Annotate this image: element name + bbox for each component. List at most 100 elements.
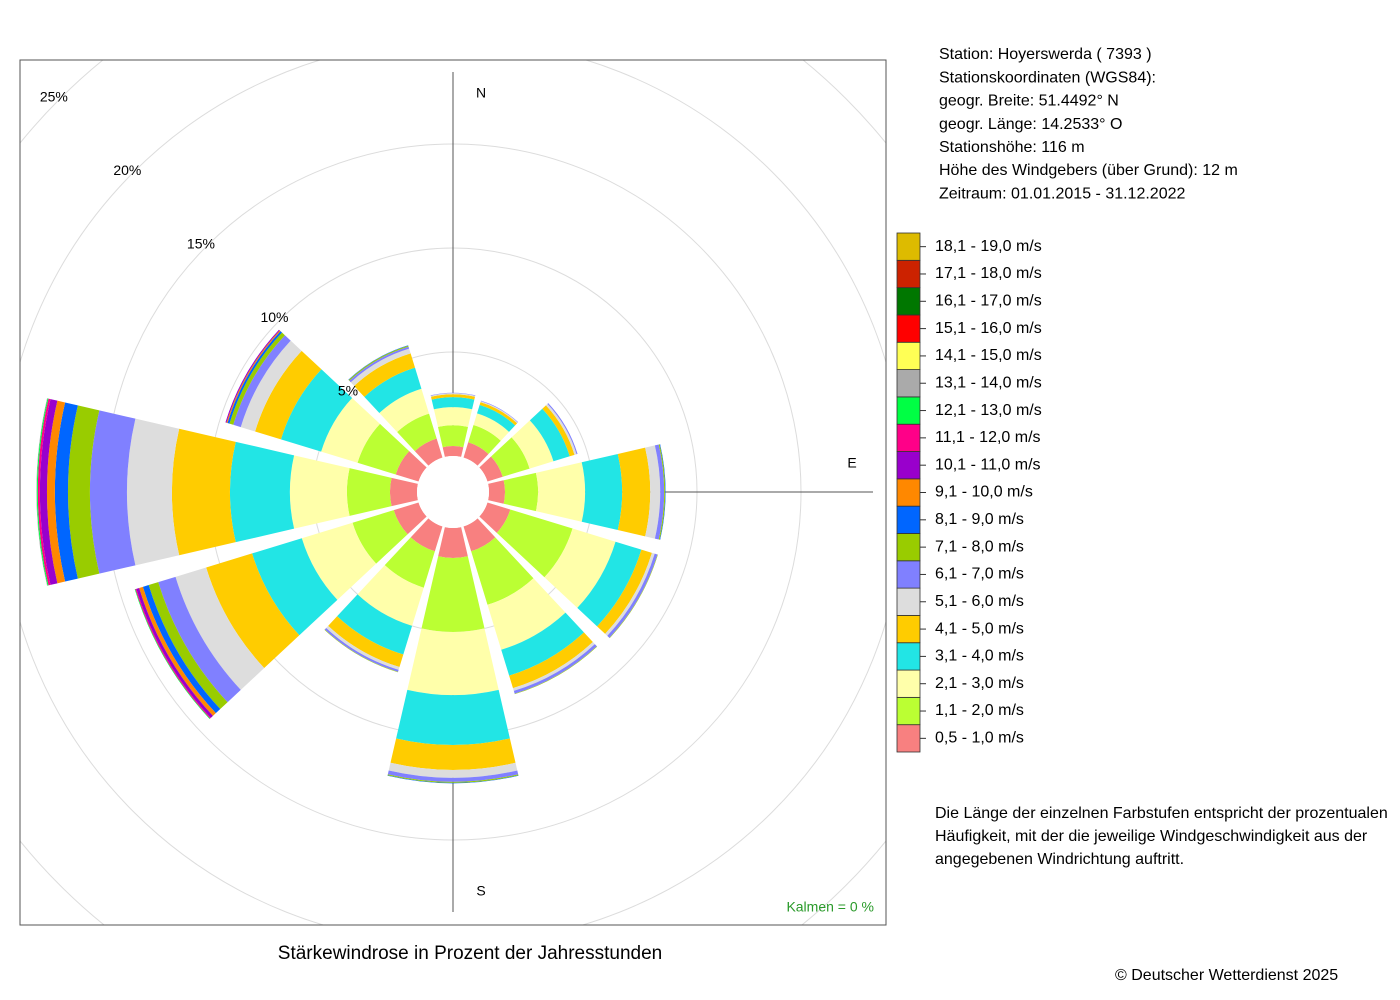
station-info: Höhe des Windgebers (über Grund): 12 m	[939, 162, 1238, 179]
calm-label: Kalmen = 0 %	[786, 899, 874, 915]
direction-label: E	[847, 455, 856, 471]
station-info: geogr. Länge: 14.2533° O	[939, 116, 1122, 133]
legend-swatch	[896, 696, 921, 726]
wind-segment	[607, 553, 658, 638]
wind-segment	[430, 393, 476, 397]
wind-segment	[387, 774, 519, 783]
legend: 0,5 - 1,0 m/s 1,1 - 2,0 m/s 2,1 - 3,0 m/s 3…	[896, 232, 1042, 753]
wind-segment	[479, 456, 503, 482]
wind-segment	[431, 394, 475, 400]
wind-segment	[233, 335, 291, 428]
wind-segment	[393, 502, 427, 535]
wind-segment	[350, 348, 411, 386]
wind-segment	[421, 556, 485, 632]
wind-segment	[230, 441, 295, 543]
legend-swatch	[896, 232, 921, 261]
wind-segment	[387, 770, 519, 782]
legend-label: 7,1 - 8,0 m/s	[935, 538, 1024, 555]
r-tick-label: 25%	[40, 89, 68, 105]
wind-segment	[328, 616, 404, 668]
wind-segment	[387, 775, 519, 784]
wind-segment	[252, 538, 338, 636]
wind-segment	[352, 510, 408, 564]
legend-swatch	[896, 724, 921, 753]
r-tick-label: 5%	[338, 383, 358, 399]
legend-swatch	[896, 587, 921, 616]
wind-segment	[255, 350, 322, 440]
wind-segment	[468, 424, 501, 454]
wind-segment	[142, 585, 221, 714]
wind-segment	[349, 346, 410, 383]
r-tick-label: 20%	[113, 162, 141, 178]
direction-label: N	[476, 85, 486, 101]
wind-segment	[158, 576, 241, 703]
wind-segment	[54, 402, 78, 582]
wind-segment	[645, 445, 661, 539]
plot-frame	[19, 59, 887, 926]
legend-swatch	[896, 314, 921, 343]
wind-segment	[577, 541, 642, 627]
legend-label: 14,1 - 15,0 m/s	[935, 347, 1042, 364]
legend-swatch	[896, 642, 921, 671]
wind-segment	[545, 403, 577, 455]
note-text: Die Länge der einzelnen Farbstufen entsp…	[935, 805, 1388, 822]
wind-segment	[512, 642, 595, 691]
legend-label: 17,1 - 18,0 m/s	[935, 265, 1042, 282]
wind-segment	[658, 444, 666, 540]
wind-segment	[148, 582, 228, 710]
wind-segment	[36, 398, 48, 586]
wind-segment	[463, 442, 489, 466]
wind-segment	[321, 397, 380, 463]
wind-segment	[581, 453, 623, 531]
wind-segment	[479, 402, 518, 426]
wind-segment	[364, 367, 422, 414]
wind-segment	[127, 418, 180, 566]
legend-label: 10,1 - 11,0 m/s	[935, 456, 1041, 473]
wind-segment	[617, 447, 651, 537]
wind-segment	[513, 644, 597, 694]
wind-segment	[90, 410, 136, 574]
wind-segment	[67, 405, 100, 579]
copyright: © Deutscher Wetterdienst 2025	[1115, 967, 1338, 984]
chart-title: Stärkewindrose in Prozent der Jahresstun…	[278, 943, 662, 964]
wind-segment	[542, 405, 575, 457]
legend-label: 8,1 - 9,0 m/s	[935, 511, 1024, 528]
wind-segment	[597, 549, 652, 634]
wind-segment	[659, 444, 666, 540]
note-text: angegebenen Windrichtung auftritt.	[935, 851, 1184, 868]
wind-segment	[384, 537, 435, 588]
legend-label: 18,1 - 19,0 m/s	[935, 238, 1042, 255]
legend-swatch	[896, 478, 921, 507]
wind-segment	[407, 628, 499, 696]
wind-segment	[301, 522, 377, 600]
legend-label: 2,1 - 3,0 m/s	[935, 675, 1024, 692]
legend-swatch	[896, 505, 921, 534]
wind-segment	[379, 388, 430, 433]
wind-segment	[337, 594, 413, 655]
wind-segment	[503, 472, 539, 512]
legend-swatch	[896, 259, 921, 289]
info-block: Station: Hoyerswerda ( 7393 ) Stationskoo…	[935, 46, 1388, 868]
legend-label: 0,5 - 1,0 m/s	[935, 730, 1024, 747]
legend-swatch	[896, 287, 921, 316]
wind-segment	[480, 401, 518, 424]
wind-segment	[496, 509, 573, 578]
calm-circle	[417, 456, 489, 528]
wind-segment	[511, 420, 554, 469]
wind-segment	[431, 397, 475, 410]
wind-segment	[433, 407, 473, 427]
legend-label: 4,1 - 5,0 m/s	[935, 620, 1024, 637]
wind-segment	[430, 392, 476, 396]
wind-segment	[477, 404, 516, 432]
legend-swatch	[896, 341, 921, 370]
wind-segment	[326, 625, 400, 670]
legend-label: 3,1 - 4,0 m/s	[935, 648, 1024, 665]
legend-label: 5,1 - 6,0 m/s	[935, 593, 1024, 610]
wind-segment	[37, 398, 51, 586]
legend-label: 1,1 - 2,0 m/s	[935, 702, 1024, 719]
wind-segment	[414, 438, 443, 466]
station-info: Stationshöhe: 116 m	[939, 139, 1085, 156]
wind-segment	[357, 423, 410, 475]
legend-label: 13,1 - 14,0 m/s	[935, 374, 1042, 391]
wind-segment	[397, 413, 437, 452]
